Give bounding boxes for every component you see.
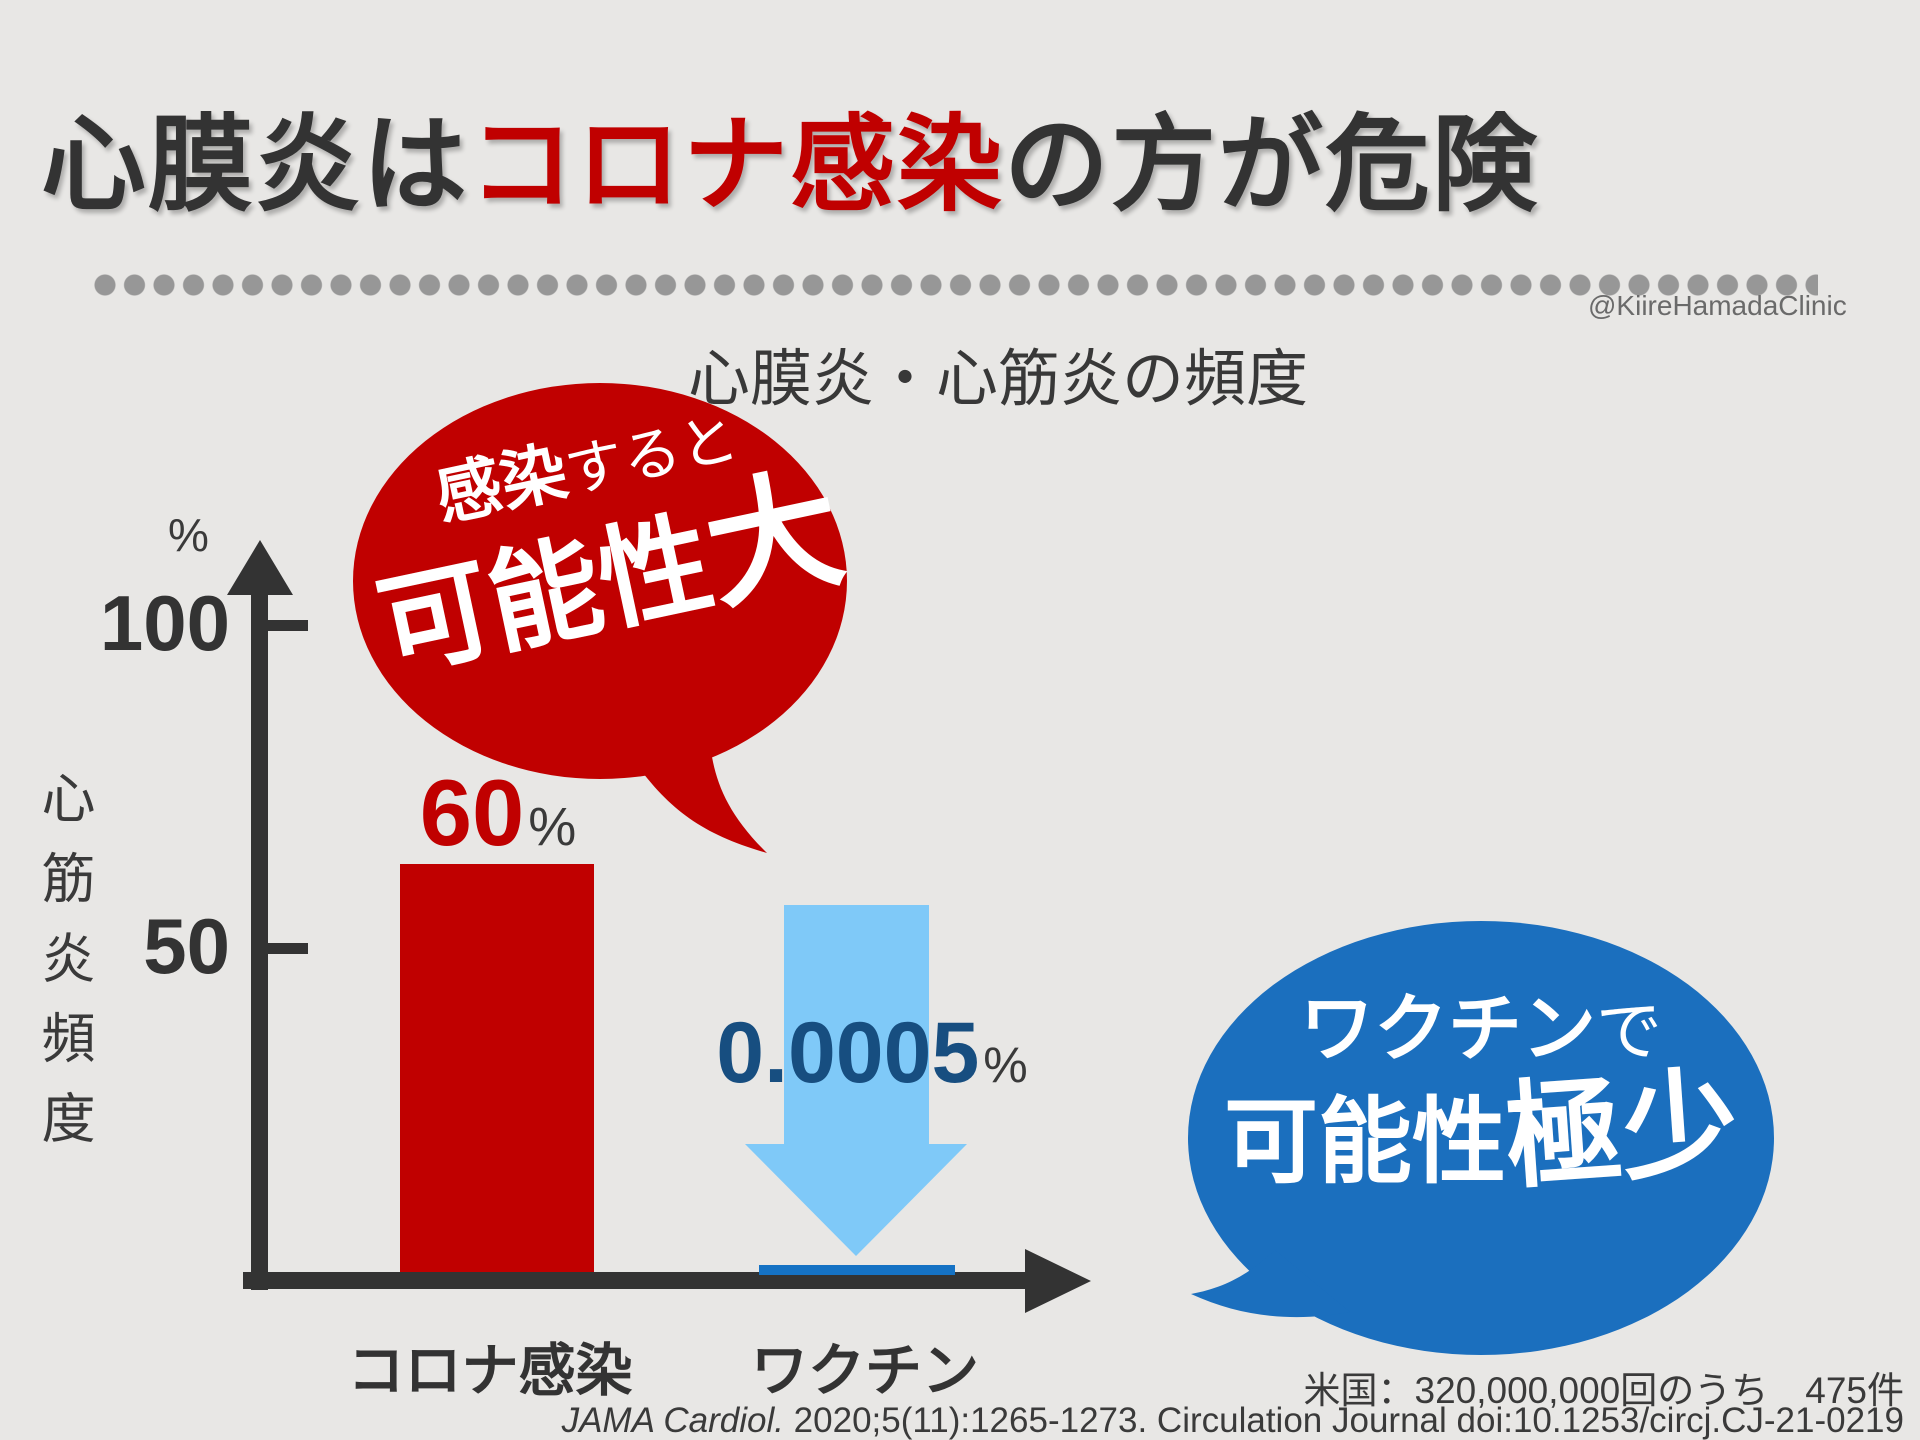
y-axis-arrowhead-icon	[227, 540, 293, 595]
y-tick-label-50: 50	[143, 902, 230, 990]
speech-bubble-vaccine-shape	[1188, 921, 1774, 1355]
x-label-vaccine: ワクチン	[751, 1339, 979, 1403]
bar-covid-value: 60%	[348, 766, 648, 860]
speech-bubble-infection: 感染すると 可能性大	[352, 383, 855, 863]
speech-bubble-vaccine: ワクチンで 可能性極少	[1185, 918, 1777, 1378]
chart-title: 心膜炎・心筋炎の頻度	[687, 345, 1309, 414]
bar-covid-value-unit: %	[528, 797, 577, 857]
x-axis-line	[243, 1272, 1025, 1289]
y-axis-unit-label: %	[168, 509, 209, 561]
footnote-citation: JAMA Cardiol. 2020;5(11):1265-1273. Circ…	[562, 1401, 1904, 1440]
y-tick-mark-100	[268, 620, 308, 631]
bubble-vaccine-line1-rest: で	[1596, 994, 1662, 1068]
bar-vaccine-value-unit: %	[983, 1037, 1028, 1093]
bar-vaccine-value: 0.0005%	[682, 1010, 1062, 1096]
x-axis-arrowhead-icon	[1025, 1249, 1091, 1313]
y-tick-mark-50	[268, 943, 308, 954]
speech-bubble-vaccine-text: ワクチンで 可能性極少	[1185, 987, 1777, 1204]
y-axis-title: 心筋炎頻度	[33, 770, 93, 1170]
footnote-citation-journal: JAMA Cardiol.	[561, 1401, 784, 1440]
footnote-us-statistic: 米国：320,000,000回のうち 475件	[1303, 1370, 1905, 1411]
x-label-covid-infection: コロナ感染	[347, 1339, 633, 1403]
page-title-black2: の方が危険	[1004, 107, 1540, 224]
bubble-vaccine-line1-strong: ワクチン	[1300, 987, 1596, 1070]
page-title-black1: 心膜炎は	[40, 107, 469, 224]
speech-bubble-infection-shape	[353, 383, 847, 853]
bar-vaccine-value-number: 0.0005	[716, 1005, 980, 1101]
bar-covid-value-number: 60	[419, 760, 525, 865]
y-tick-label-100: 100	[99, 579, 230, 667]
bubble-vaccine-line2-main: 可能性	[1223, 1089, 1506, 1195]
y-axis-line	[251, 560, 268, 1290]
page-title-red: コロナ感染	[468, 107, 1005, 224]
bar-vaccine	[759, 1265, 955, 1275]
attribution-handle: @KiireHamadaClinic	[1588, 290, 1847, 321]
dotted-divider	[94, 274, 1818, 298]
vaccine-down-arrow-icon	[745, 1144, 967, 1256]
bubble-vaccine-line2-big: 極少	[1501, 1057, 1742, 1204]
page-title: 心膜炎はコロナ感染の方が危険	[41, 80, 1539, 232]
vaccine-down-arrow-shaft	[784, 905, 929, 1145]
bar-covid-infection	[400, 864, 594, 1272]
footnote-citation-rest: 2020;5(11):1265-1273. Circulation Journa…	[783, 1401, 1904, 1440]
